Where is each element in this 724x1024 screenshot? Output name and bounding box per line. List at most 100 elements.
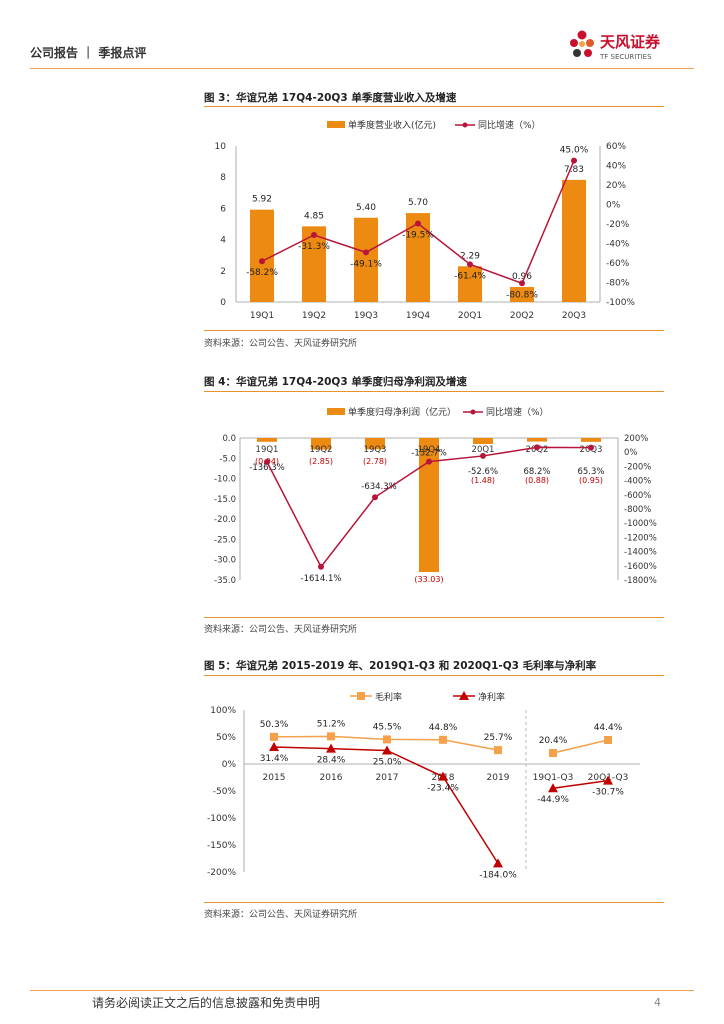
legend-net-marker [459, 691, 469, 700]
growth-point [372, 494, 378, 501]
bar-value-label: (2.85) [309, 457, 333, 466]
gross-label: 44.8% [429, 723, 458, 733]
flower-icon [570, 30, 594, 57]
x-tick-label: 2019 [487, 773, 510, 783]
figure-3-chart: 单季度营业收入(亿元) 同比增速（%） 10 8 6 4 2 0 60% 40% 20% 0% -20%… [215, 119, 636, 321]
y-tick-label: -100% [207, 814, 236, 824]
legend-gross-marker [357, 692, 365, 700]
bar-value-label: (0.88) [525, 476, 549, 485]
figure-4-title: 图 4：华谊兄弟 17Q4-20Q3 单季度归母净利润及增速 [204, 376, 467, 388]
figure-4-source: 资料来源：公司公告、天风证券研究所 [204, 625, 358, 635]
right-tick-label: -40% [606, 240, 630, 250]
growth-label: -49.1% [350, 259, 382, 269]
gross-point [327, 732, 335, 741]
net-point [326, 743, 336, 753]
y-tick-label: 0% [222, 760, 237, 770]
right-tick-label: -600% [624, 491, 651, 501]
legend-line-label: 同比增速（%） [486, 406, 549, 418]
net-point [382, 745, 392, 755]
x-tick-label: 19Q1 [250, 311, 274, 321]
right-tick-label: -1200% [624, 533, 657, 543]
legend-line-marker [462, 122, 468, 128]
growth-label: 68.2% [523, 467, 550, 477]
growth-point [311, 232, 317, 239]
bar-value-label: (1.48) [471, 476, 495, 485]
figure-5-source: 资料来源：公司公告、天风证券研究所 [204, 910, 358, 920]
figure-3-top-rule [204, 106, 664, 107]
left-tick-label: 6 [220, 204, 226, 214]
y-tick-label: -50% [213, 787, 237, 797]
bar-value-label: 5.92 [252, 195, 272, 205]
growth-point [571, 157, 577, 164]
right-tick-label: 200% [624, 434, 648, 444]
y-tick-label: -150% [207, 841, 236, 851]
left-tick-label: 4 [220, 236, 226, 246]
legend-bar-label: 单季度归母净利润（亿元） [348, 406, 456, 418]
net-point [548, 783, 558, 793]
right-tick-label: -1400% [624, 548, 657, 558]
figure-4-bottom-rule [204, 617, 664, 618]
growth-point [426, 458, 432, 465]
right-tick-label: 60% [606, 142, 626, 152]
growth-point [363, 249, 369, 256]
footer-divider [30, 990, 694, 991]
bar-value-label: (33.03) [414, 575, 443, 584]
gross-label: 51.2% [317, 719, 346, 729]
x-tick-label: 2016 [320, 773, 343, 783]
bar-value-label: 5.70 [408, 198, 428, 208]
growth-label: -58.2% [246, 268, 278, 278]
growth-point [480, 452, 486, 459]
x-tick-label: 20Q2 [510, 311, 534, 321]
x-tick-label: 19Q4 [406, 311, 431, 321]
growth-point [588, 444, 594, 451]
bar-value-label: (0.95) [579, 476, 603, 485]
left-tick-label: -25.0 [214, 535, 236, 545]
gross-label: 25.7% [484, 733, 513, 743]
bar [473, 438, 493, 445]
bar [365, 438, 385, 450]
legend-line-label: 同比增速（%） [478, 119, 541, 131]
bar-value-label: 2.29 [460, 251, 480, 261]
legend-bar-swatch [327, 121, 345, 128]
figure-5-chart: 毛利率 净利率 100% 50% 0% -50% -100% -150% -200% 2015 20… [207, 691, 640, 880]
net-label: -44.9% [537, 795, 569, 805]
bar [581, 438, 601, 442]
bar [419, 438, 439, 573]
left-tick-label: 0 [220, 298, 226, 308]
logo-subtext: TF SECURITIES [599, 53, 652, 61]
gross-point [549, 748, 557, 757]
right-tick-label: -400% [624, 477, 651, 487]
net-label: 28.4% [317, 756, 346, 766]
bar [250, 209, 274, 302]
legend-gross-label: 毛利率 [375, 691, 402, 703]
net-label: 31.4% [260, 754, 289, 764]
growth-label: 65.3% [577, 467, 604, 477]
bar-value-label: (2.78) [363, 457, 387, 466]
bar-value-label: 5.40 [356, 203, 376, 213]
growth-label: -61.4% [454, 271, 486, 281]
net-label: -23.4% [427, 784, 459, 794]
legend-bar-label: 单季度营业收入(亿元) [348, 119, 436, 131]
gross-label: 44.4% [594, 723, 623, 733]
logo-text: 天风证券 [600, 33, 661, 51]
left-tick-label: -35.0 [214, 576, 236, 586]
figure-5-title: 图 5：华谊兄弟 2015-2019 年、2019Q1-Q3 和 2020Q1-… [204, 660, 597, 672]
left-tick-label: -30.0 [214, 556, 236, 566]
footer-disclaimer: 请务必阅读正文之后的信息披露和免责申明 [92, 996, 321, 1010]
growth-label: -80.8% [506, 290, 538, 300]
right-tick-label: -80% [606, 279, 630, 289]
bar [458, 266, 482, 302]
right-tick-label: -800% [624, 505, 651, 515]
left-tick-label: 10 [215, 142, 227, 152]
figure-3-source: 资料来源：公司公告、天风证券研究所 [204, 339, 358, 349]
gross-margin-line [552, 739, 609, 754]
growth-label: -19.5% [402, 231, 434, 241]
growth-label: -136.3% [249, 463, 284, 473]
gross-label: 20.4% [539, 736, 568, 746]
growth-label: -31.3% [298, 242, 330, 252]
right-tick-label: 0% [624, 448, 638, 458]
x-tick-label: 19Q4 [418, 445, 441, 455]
right-tick-label: -1000% [624, 519, 657, 529]
growth-point [519, 280, 525, 287]
bar-value-label: 7.83 [564, 165, 584, 175]
